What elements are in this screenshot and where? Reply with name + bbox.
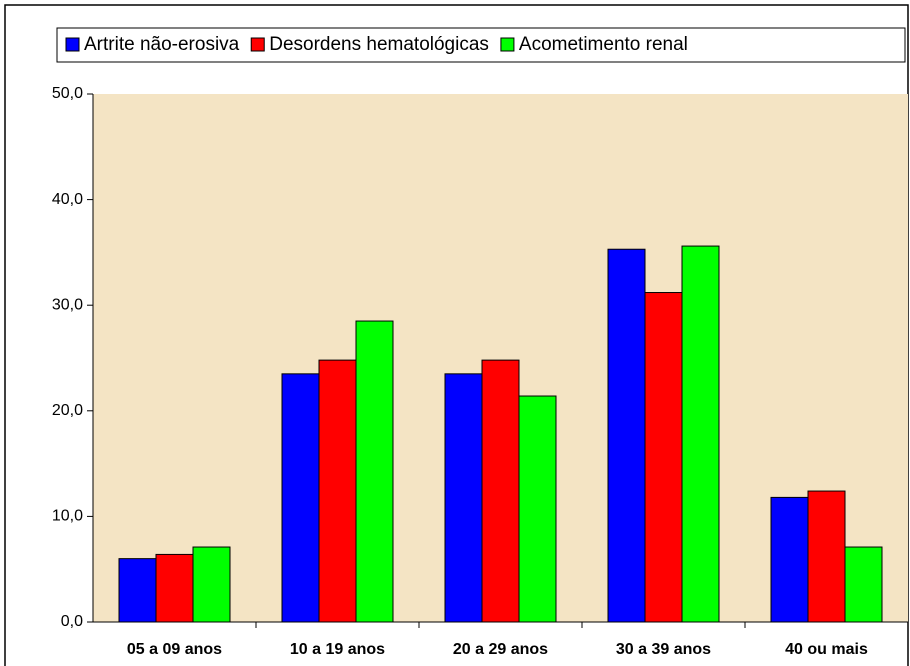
bar	[118, 558, 157, 623]
legend-swatch	[500, 37, 515, 52]
bar	[607, 248, 646, 623]
x-tick-label: 40 ou mais	[785, 641, 868, 658]
bar	[807, 490, 846, 623]
y-tick-label: 30,0	[52, 296, 83, 313]
legend-label: Desordens hematológicas	[269, 34, 489, 55]
y-tick-label: 40,0	[52, 191, 83, 208]
y-tick-label: 20,0	[52, 402, 83, 419]
legend-label: Artrite não-erosiva	[84, 34, 240, 55]
bar	[644, 292, 683, 623]
bar	[318, 359, 357, 623]
y-tick-label: 50,0	[52, 85, 83, 102]
legend-label: Acometimento renal	[519, 34, 688, 55]
bar	[770, 496, 809, 623]
y-tick-label: 10,0	[52, 508, 83, 525]
x-tick-label: 30 a 39 anos	[616, 641, 711, 658]
bar	[518, 395, 557, 623]
bar	[681, 245, 720, 623]
bar	[844, 546, 883, 623]
bar	[192, 546, 231, 623]
legend-box	[56, 27, 906, 63]
y-tick-label: 0,0	[61, 613, 83, 630]
x-tick-label: 20 a 29 anos	[453, 641, 548, 658]
x-tick-label: 05 a 09 anos	[127, 641, 222, 658]
bar	[355, 320, 394, 623]
legend-swatch	[250, 37, 265, 52]
bar	[481, 359, 520, 623]
x-tick-label: 10 a 19 anos	[290, 641, 385, 658]
legend-swatch	[65, 37, 80, 52]
bar	[281, 373, 320, 623]
bar	[155, 553, 194, 623]
bar	[444, 373, 483, 623]
